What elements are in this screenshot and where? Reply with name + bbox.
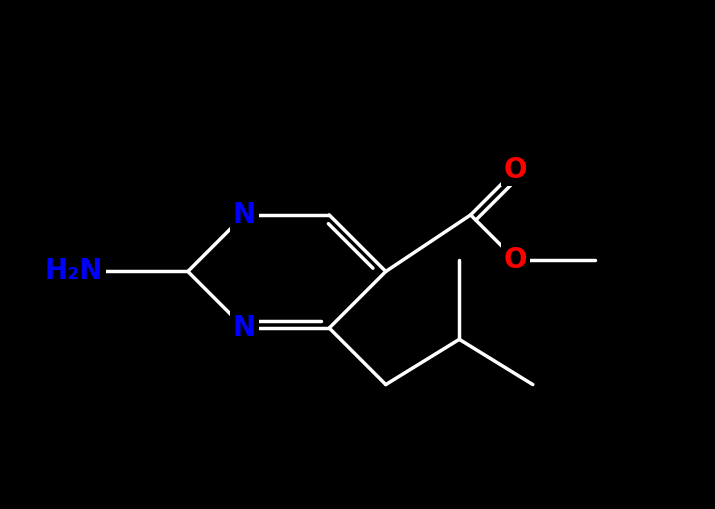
Text: H₂N: H₂N <box>44 258 103 286</box>
Text: N: N <box>233 201 256 229</box>
Text: O: O <box>504 246 528 274</box>
Text: N: N <box>233 314 256 342</box>
Text: O: O <box>504 156 528 184</box>
